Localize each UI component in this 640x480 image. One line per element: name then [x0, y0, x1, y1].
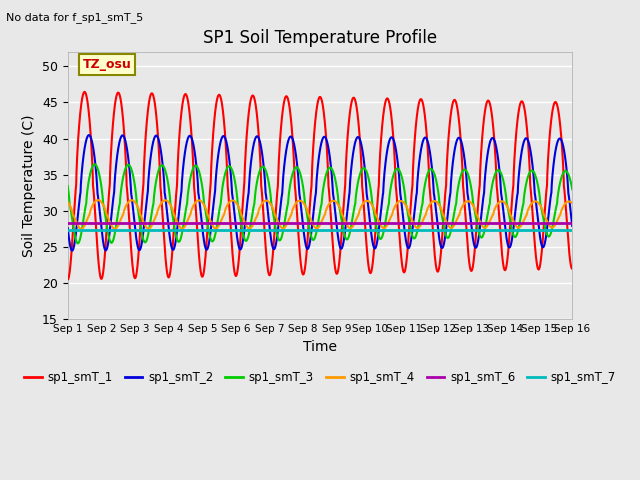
Text: No data for f_sp1_smT_5: No data for f_sp1_smT_5	[6, 12, 143, 23]
Text: TZ_osu: TZ_osu	[83, 58, 132, 71]
Legend: sp1_smT_1, sp1_smT_2, sp1_smT_3, sp1_smT_4, sp1_smT_6, sp1_smT_7: sp1_smT_1, sp1_smT_2, sp1_smT_3, sp1_smT…	[19, 366, 621, 388]
Y-axis label: Soil Temperature (C): Soil Temperature (C)	[22, 114, 36, 257]
X-axis label: Time: Time	[303, 340, 337, 354]
Title: SP1 Soil Temperature Profile: SP1 Soil Temperature Profile	[203, 29, 437, 48]
